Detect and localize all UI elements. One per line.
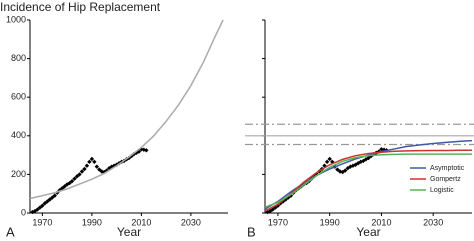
data-point [111, 163, 117, 168]
data-point [139, 147, 144, 152]
data-point [35, 207, 40, 212]
x-tick-label: 1990 [320, 217, 340, 227]
data-point [327, 156, 332, 162]
data-point [343, 168, 348, 173]
y-tick-label: 600 [11, 92, 26, 102]
data-point [324, 159, 330, 165]
curve [264, 153, 472, 208]
x-tick-label: 1970 [268, 217, 288, 227]
data-point [94, 164, 100, 169]
data-point [40, 203, 45, 208]
data-point [32, 208, 38, 214]
data-point [72, 176, 77, 181]
data-point [42, 201, 48, 206]
data-point [92, 159, 97, 165]
data-point [45, 199, 50, 204]
x-tick-label: 1970 [32, 217, 52, 227]
data-point [379, 147, 384, 152]
data-point [104, 168, 109, 173]
data-point [84, 163, 90, 168]
data-point [353, 162, 358, 167]
data-point [77, 172, 82, 177]
y-tick-label: 400 [11, 130, 26, 140]
data-point [79, 169, 85, 174]
curve [29, 19, 224, 200]
x-tick-label: 2010 [371, 217, 391, 227]
data-point [107, 166, 112, 171]
data-point [67, 180, 72, 186]
data-point [47, 197, 52, 202]
data-point [62, 184, 67, 189]
legend-label: Logistic [430, 187, 454, 194]
y-tick-label: 800 [11, 53, 26, 63]
data-point [30, 209, 35, 215]
y-tick-label: 200 [11, 169, 26, 179]
data-point [97, 167, 102, 172]
data-point [52, 193, 57, 198]
data-point [114, 162, 119, 167]
data-point [74, 174, 80, 179]
data-point [270, 207, 275, 212]
x-axis-label: Year [117, 225, 141, 239]
data-point [82, 166, 87, 172]
legend-label: Asymptotic [430, 165, 465, 172]
data-point [37, 205, 43, 210]
panel-label: B [247, 224, 256, 239]
x-axis-label: Year [356, 225, 380, 239]
data-point [89, 156, 95, 162]
curve [264, 149, 472, 212]
data-point [335, 167, 340, 172]
data-point [87, 159, 92, 165]
chart-title: Incidence of Hip Replacement [0, 0, 161, 14]
y-tick-label: 0 [21, 207, 26, 217]
data-point [366, 155, 371, 161]
x-tick-label: 2030 [423, 217, 443, 227]
x-tick-label: 2010 [131, 217, 151, 227]
panel-label: A [6, 224, 15, 239]
data-point [69, 178, 75, 184]
data-point [144, 148, 149, 153]
x-tick-label: 1990 [82, 217, 102, 227]
data-point [286, 195, 291, 200]
x-tick-label: 2030 [181, 217, 201, 227]
data-point [345, 166, 350, 171]
data-point [50, 195, 55, 200]
legend-label: Gompertz [430, 176, 461, 183]
y-tick-label: 1000 [6, 14, 26, 24]
